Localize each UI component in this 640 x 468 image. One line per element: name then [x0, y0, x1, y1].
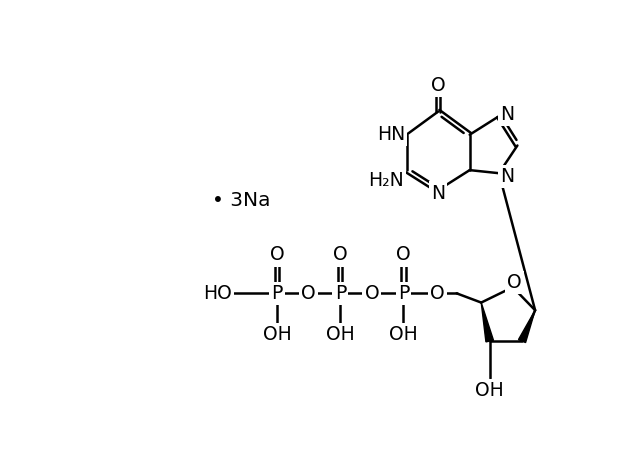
- Text: O: O: [507, 273, 522, 292]
- Text: O: O: [431, 76, 445, 95]
- Text: O: O: [430, 284, 445, 303]
- Text: O: O: [396, 245, 411, 264]
- Text: N: N: [500, 167, 515, 186]
- Text: OH: OH: [389, 325, 418, 344]
- Text: P: P: [398, 284, 409, 303]
- Text: N: N: [500, 105, 515, 124]
- Text: HO: HO: [203, 284, 232, 303]
- Text: HN: HN: [377, 125, 405, 144]
- Text: O: O: [270, 245, 285, 264]
- Text: N: N: [431, 184, 445, 203]
- Text: O: O: [365, 284, 380, 303]
- Text: P: P: [271, 284, 283, 303]
- Text: O: O: [333, 245, 348, 264]
- Text: OH: OH: [476, 381, 504, 400]
- Polygon shape: [518, 310, 535, 343]
- Text: H₂N: H₂N: [368, 171, 403, 190]
- Text: • 3Na: • 3Na: [212, 191, 271, 211]
- Text: P: P: [335, 284, 346, 303]
- Polygon shape: [481, 302, 493, 342]
- Text: O: O: [301, 284, 316, 303]
- Text: OH: OH: [326, 325, 355, 344]
- Text: OH: OH: [263, 325, 292, 344]
